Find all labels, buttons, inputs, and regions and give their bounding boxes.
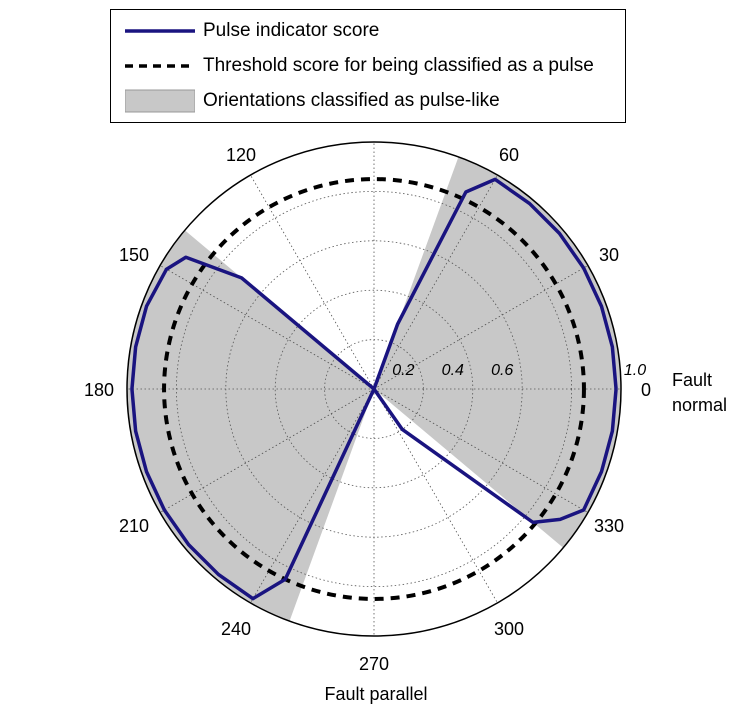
angle-label-180: 180: [84, 380, 114, 400]
labels-layer: 0 30 60 120 150 180 210 240 270 300 330 0.2 0.4 0.6 1.…: [84, 145, 727, 704]
grid-spoke-30: [373, 265, 589, 390]
grid-spoke-210: [159, 388, 375, 513]
pulse-like-sector-1: [127, 230, 374, 622]
radial-label-outer: 1.0: [624, 362, 646, 379]
axis-title-fault-normal-2: normal: [672, 395, 727, 415]
angle-label-330: 330: [594, 516, 624, 536]
threshold-circle: [162, 177, 586, 601]
legend-label-pulse-score: Pulse indicator score: [203, 20, 380, 41]
angle-label-300: 300: [494, 619, 524, 639]
angle-label-0: 0: [641, 380, 651, 400]
pulse-like-sector-0: [374, 156, 621, 548]
angle-label-270: 270: [359, 654, 389, 674]
legend-fill-swatch: [125, 89, 195, 113]
grid-spoke-120: [250, 174, 375, 390]
legend-label-threshold: Threshold score for being classified as …: [203, 55, 594, 76]
axis-title-fault-normal-1: Fault: [672, 370, 712, 390]
legend-label-pulse-like: Orientations classified as pulse-like: [203, 90, 500, 111]
angle-label-210: 210: [119, 516, 149, 536]
legend-line-swatch: [125, 29, 195, 33]
grid-spoke-330: [373, 388, 589, 513]
radial-label-0: 0.2: [392, 362, 414, 379]
grid-spoke-240: [250, 388, 375, 604]
grid-spoke-150: [159, 265, 375, 390]
radial-label-1: 0.4: [442, 362, 464, 379]
axis-title-fault-parallel: Fault parallel: [324, 684, 427, 704]
grid-spoke-60: [373, 174, 498, 390]
series-line-0: [130, 177, 618, 601]
angle-label-240: 240: [221, 619, 251, 639]
legend-dashed-swatch: [125, 64, 195, 68]
legend: Pulse indicator score Threshold score fo…: [110, 9, 626, 123]
angle-label-150: 150: [119, 245, 149, 265]
angle-label-120: 120: [226, 145, 256, 165]
radial-label-2: 0.6: [491, 362, 513, 379]
angle-label-30: 30: [599, 245, 619, 265]
polar-grid: [126, 141, 622, 637]
threshold-layer: [162, 177, 586, 601]
outer-ring: [126, 141, 622, 637]
series-layer: [130, 177, 618, 601]
grid-spoke-300: [373, 388, 498, 604]
angle-label-60: 60: [499, 145, 519, 165]
grid-ring-1: [274, 289, 474, 489]
grid-ring-3: [175, 190, 573, 588]
